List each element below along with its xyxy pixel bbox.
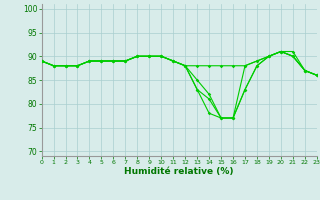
X-axis label: Humidité relative (%): Humidité relative (%) [124, 167, 234, 176]
